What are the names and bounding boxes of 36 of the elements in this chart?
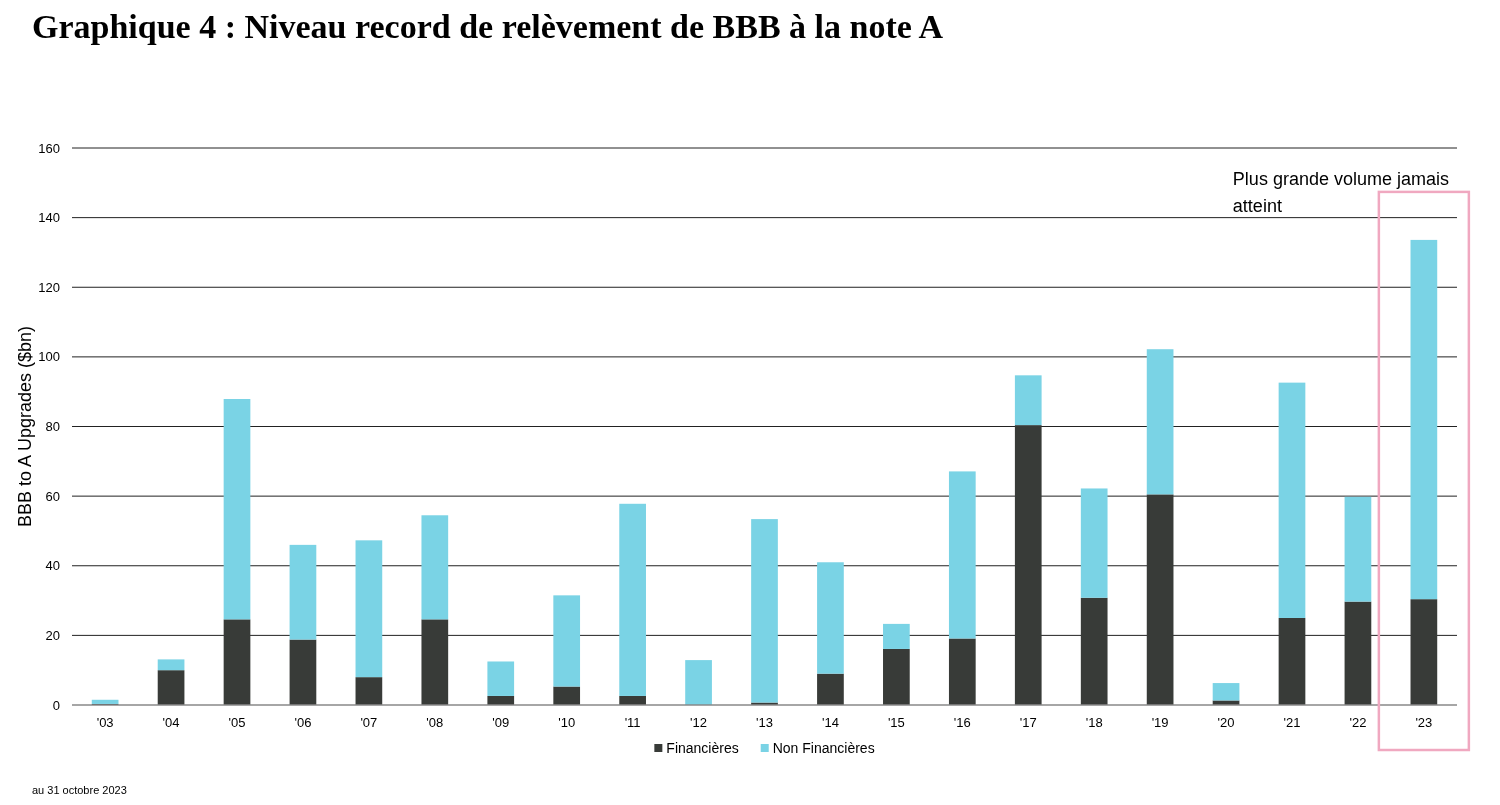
- x-tick-label: '06: [294, 714, 312, 730]
- text: au 31 octobre 2023: [32, 784, 127, 796]
- y-tick-label: 40: [45, 558, 60, 574]
- x-tick-label: '07: [360, 714, 378, 730]
- x-tick-label: '04: [162, 714, 180, 730]
- y-tick-label: 0: [52, 697, 60, 713]
- x-tick-label: '14: [821, 714, 839, 730]
- x-tick-label: '23: [1415, 714, 1433, 730]
- x-tick-label: '13: [756, 714, 773, 730]
- x-tick-label: '21: [1283, 714, 1301, 730]
- x-tick-label: '22: [1349, 714, 1367, 730]
- x-tick-label: '16: [953, 714, 971, 730]
- x-tick-label: '18: [1085, 714, 1103, 730]
- x-tick-label: '17: [1019, 714, 1037, 730]
- x-tick-label: '03: [96, 714, 114, 730]
- y-tick-label: 80: [45, 419, 60, 435]
- x-tick-label: '12: [690, 714, 708, 730]
- chart-title: Graphique 4 : Niveau record de relèvement de BBB à la note A: [32, 8, 944, 45]
- x-tick-label: '10: [558, 714, 576, 730]
- y-tick-label: 60: [45, 488, 60, 504]
- x-tick-label: '08: [426, 714, 444, 730]
- legend-label: Financières: [666, 739, 739, 756]
- legend-label: Non Financières: [772, 739, 875, 756]
- annotation: Plus grande volume jamais atteint: [1232, 168, 1449, 216]
- y-axis-title: BBB to A Upgrades ($bn): [15, 325, 36, 528]
- y-tick-label: 140: [38, 210, 60, 226]
- x-tick-label: '15: [887, 714, 905, 730]
- x-tick-label: '11: [624, 714, 641, 730]
- x-tick-label: '09: [492, 714, 510, 730]
- x-tick-label: '05: [228, 714, 246, 730]
- y-tick-label: 120: [38, 279, 60, 295]
- y-tick-label: 160: [38, 140, 60, 156]
- y-tick-label: 100: [38, 349, 60, 365]
- x-tick-label: '20: [1217, 714, 1235, 730]
- y-tick-label: 20: [45, 627, 60, 643]
- x-tick-label: '19: [1151, 714, 1169, 730]
